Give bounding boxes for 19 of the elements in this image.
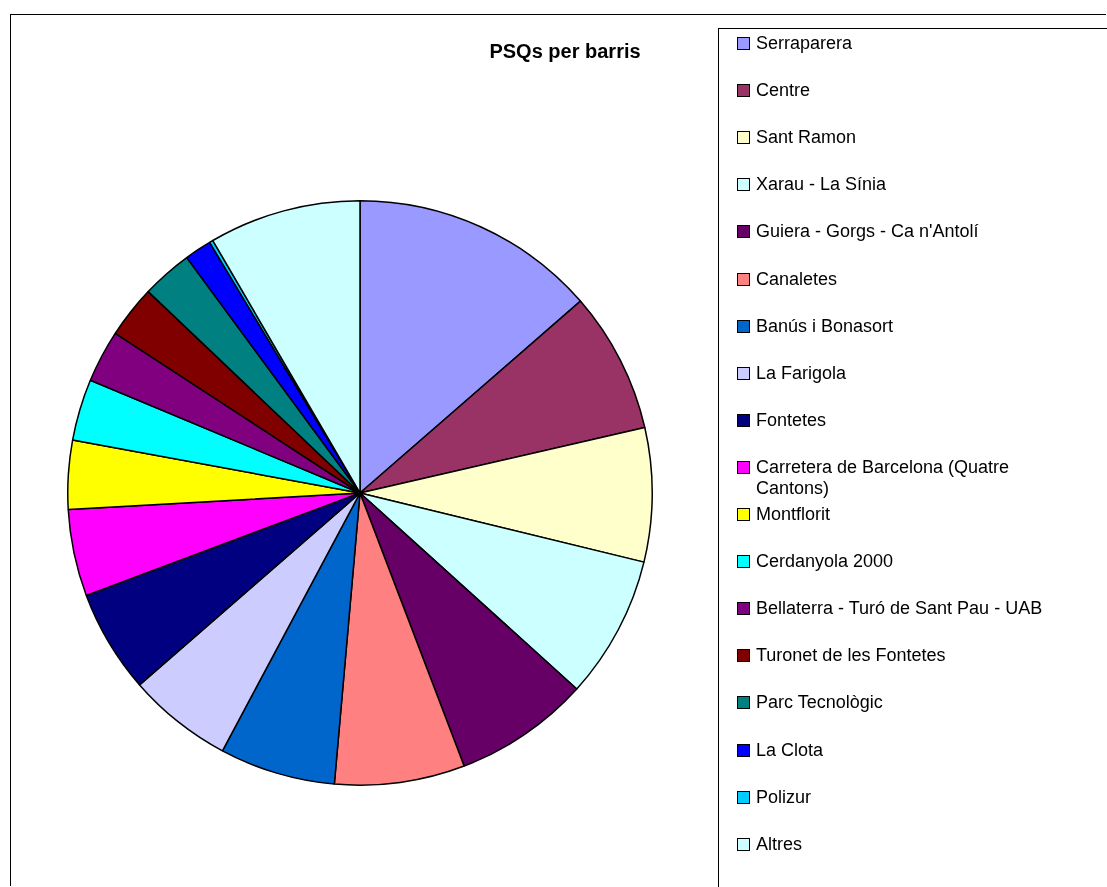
- legend-label: Bellaterra - Turó de Sant Pau - UAB: [756, 598, 1044, 620]
- legend-label: Montflorit: [756, 504, 832, 525]
- legend-label: Turonet de les Fontetes: [756, 645, 947, 667]
- legend-label: La Farigola: [756, 362, 848, 384]
- legend-label: La Clota: [756, 739, 825, 761]
- chart-title: PSQs per barris: [488, 40, 642, 63]
- legend-label: Carretera de Barcelona (Quatre Cantons): [756, 456, 1011, 499]
- legend-label: Parc Tecnològic: [756, 692, 884, 714]
- legend-label: Cerdanyola 2000: [756, 551, 895, 573]
- legend-label: Altres: [756, 833, 803, 855]
- legend-label: Centre: [756, 80, 812, 102]
- legend-label: Guiera - Gorgs - Ca n'Antolí: [756, 221, 980, 243]
- legend-label: Xarau - La Sínia: [756, 174, 888, 196]
- legend-label: Fontetes: [756, 409, 828, 431]
- legend-label: Sant Ramon: [756, 127, 858, 149]
- legend-label: Serraparera: [756, 33, 854, 54]
- legend-label: Canaletes: [756, 268, 839, 290]
- legend-label: Polizur: [756, 786, 813, 808]
- legend-label: Banús i Bonasort: [756, 315, 895, 337]
